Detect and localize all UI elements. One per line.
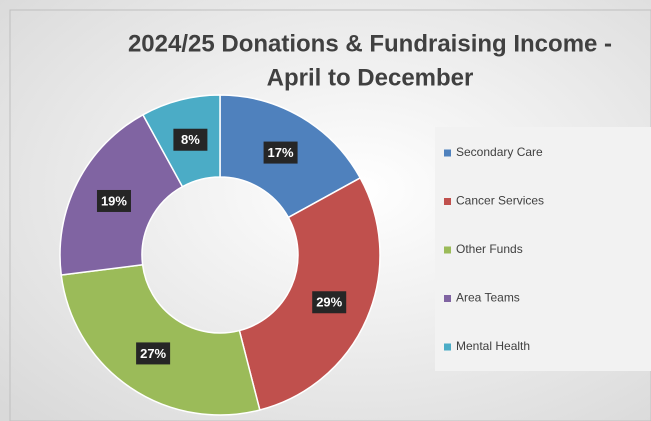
chart-title: April to December <box>267 64 474 91</box>
legend-swatch <box>444 246 451 254</box>
donut-slice <box>238 176 381 411</box>
legend-box <box>435 127 651 371</box>
chart-border <box>9 9 651 421</box>
data-label-box <box>312 291 347 314</box>
data-label: 17% <box>268 145 294 160</box>
legend-label: Mental Health <box>456 339 530 353</box>
donut-slice <box>60 263 261 416</box>
data-label-box <box>96 189 131 212</box>
data-label-box <box>263 141 298 164</box>
legend-swatch <box>444 198 451 205</box>
data-label: 8% <box>181 132 200 147</box>
chart-title: 2024/25 Donations & Fundraising Income - <box>128 30 612 57</box>
data-label-box <box>136 342 171 365</box>
legend-label: Secondary Care <box>456 145 543 159</box>
legend-label: Other Funds <box>456 242 523 256</box>
legend-swatch <box>444 295 451 302</box>
legend-swatch <box>444 149 451 157</box>
data-label: 19% <box>101 193 127 208</box>
data-label: 29% <box>316 295 342 310</box>
legend-label: Cancer Services <box>456 194 544 208</box>
legend-label: Area Teams <box>456 291 520 305</box>
data-label-box <box>173 128 208 151</box>
legend-swatch <box>444 343 451 351</box>
data-label: 27% <box>140 346 166 361</box>
